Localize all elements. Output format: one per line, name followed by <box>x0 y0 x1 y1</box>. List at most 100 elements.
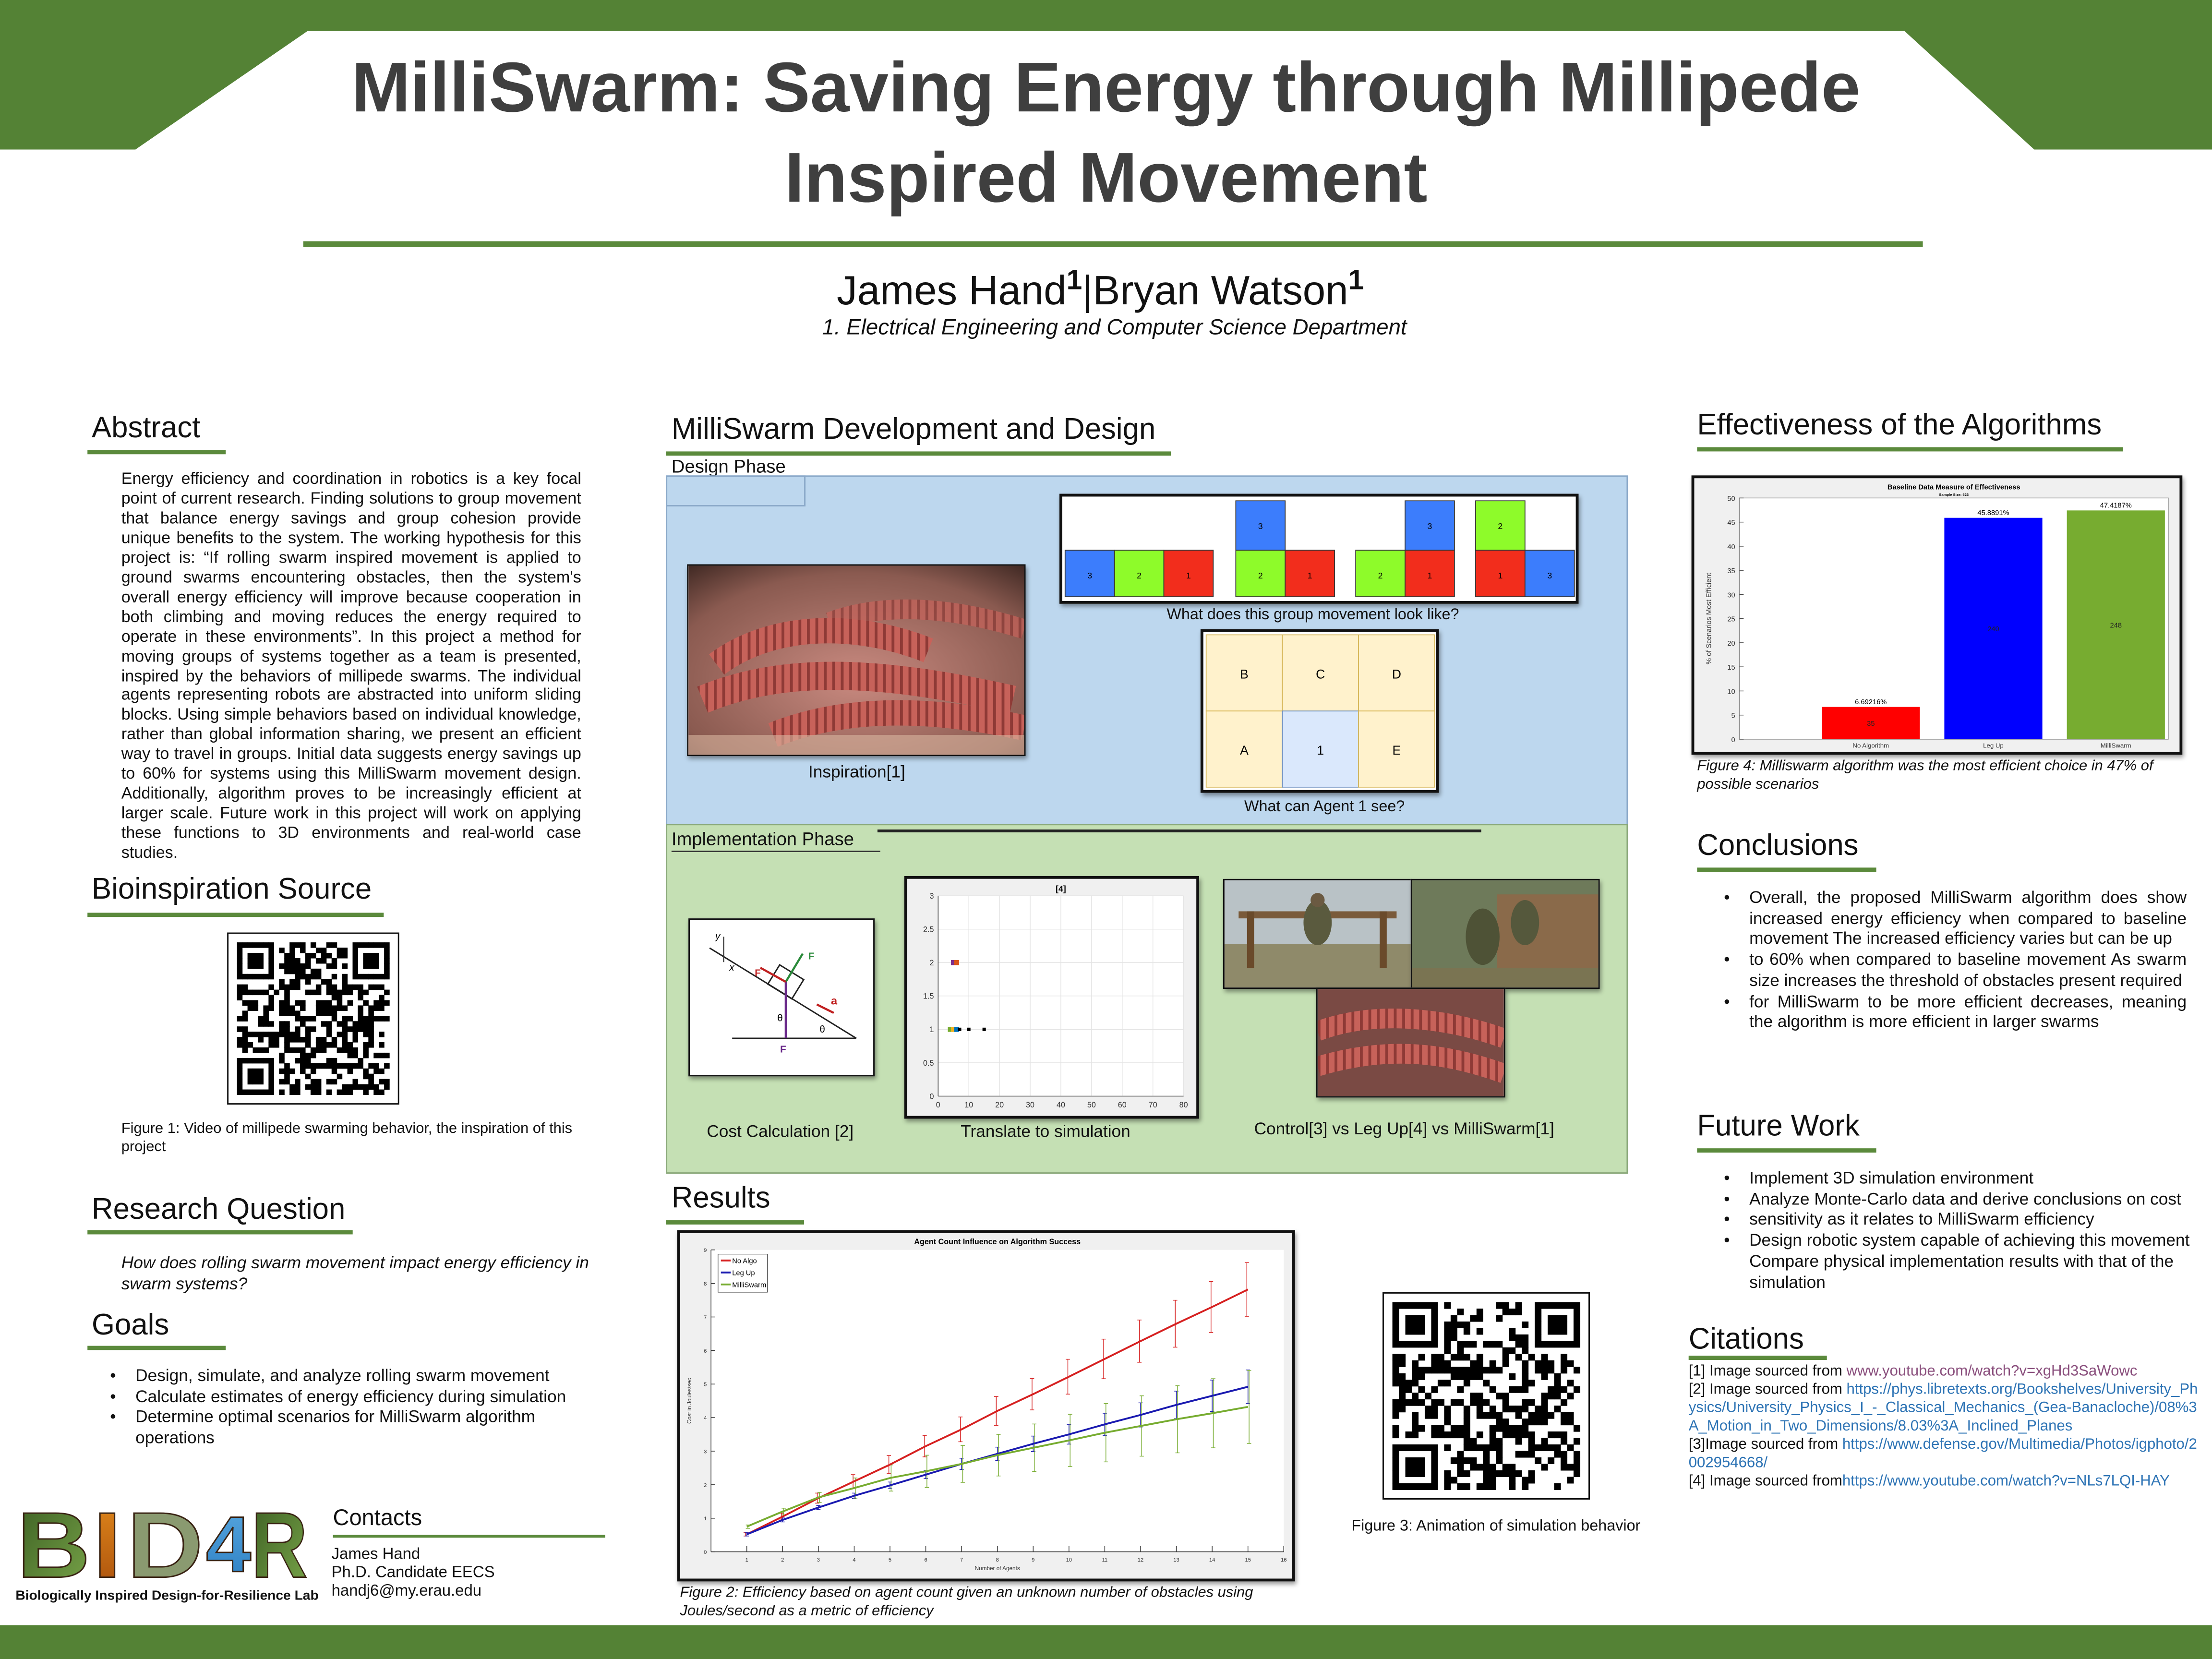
qr-module <box>247 1032 253 1037</box>
qr-module <box>363 942 369 948</box>
chart-title: Baseline Data Measure of Effectiveness <box>1887 484 2020 492</box>
qr-module <box>279 1079 285 1085</box>
qr-module <box>1554 1451 1561 1458</box>
qr-module <box>1476 1373 1483 1380</box>
qr-module <box>1489 1483 1496 1490</box>
qr-module <box>352 984 359 990</box>
qr-module <box>1457 1386 1464 1393</box>
vision-cell <box>1358 710 1435 788</box>
qr-module <box>1483 1464 1490 1471</box>
qr-module <box>1470 1360 1477 1367</box>
qr-module <box>1431 1483 1438 1490</box>
qr-module <box>368 1073 374 1080</box>
qr-module <box>1399 1360 1406 1367</box>
qr-module <box>258 1037 264 1043</box>
qr-module <box>1541 1444 1548 1452</box>
qr-module <box>310 968 316 974</box>
qr-module <box>1554 1373 1561 1380</box>
citation-link[interactable]: https://www.defense.gov/Multimedia/Photo… <box>1688 1436 2197 1472</box>
qr-module <box>1418 1464 1425 1471</box>
qr-module <box>342 979 348 985</box>
qr-code-icon[interactable] <box>227 932 399 1105</box>
qr-module <box>1573 1334 1581 1341</box>
qr-module <box>326 1010 332 1016</box>
agent-block <box>1285 550 1335 597</box>
effectiveness-heading: Effectiveness of the Algorithms <box>1697 409 2102 442</box>
qr-module <box>368 1032 374 1037</box>
qr-module <box>315 984 322 990</box>
x-tick-label: 20 <box>995 1101 1004 1109</box>
conclusions-list: Overall, the proposed MilliSwarm algorit… <box>1721 887 2187 1032</box>
qr-module <box>1502 1393 1509 1400</box>
qr-module <box>1392 1354 1399 1361</box>
implementation-label-underline <box>671 851 880 853</box>
acceleration-label: a <box>831 994 838 1007</box>
qr-module <box>1528 1380 1535 1387</box>
qr-module <box>1567 1380 1574 1387</box>
citation-link[interactable]: www.youtube.com/watch?v=xgHd3SaWowc <box>1846 1362 2138 1380</box>
qr-module <box>1554 1315 1561 1322</box>
qr-module <box>1392 1431 1399 1439</box>
qr-module <box>379 1079 385 1085</box>
qr-module <box>295 974 301 980</box>
qr-module <box>305 1063 311 1069</box>
qr-module <box>274 1037 279 1043</box>
y-tick-label: 5 <box>1731 712 1735 720</box>
qr-module <box>337 1089 343 1095</box>
qr-module <box>237 1037 243 1043</box>
qr-module <box>1502 1308 1509 1316</box>
qr-module <box>337 1047 343 1053</box>
affiliation-number: 1. <box>822 316 841 340</box>
qr-module <box>342 1021 348 1027</box>
qr-module <box>1522 1399 1529 1406</box>
qr-module <box>331 1063 337 1069</box>
qr-module <box>342 1063 348 1069</box>
qr-module <box>1528 1399 1535 1406</box>
qr-module <box>384 948 390 953</box>
block-movement-diagram: 3 2 1 2 1 3 2 1 3 1 3 2 <box>1059 493 1579 604</box>
qr-module <box>363 989 369 996</box>
bar <box>1944 517 2043 739</box>
contact-role: Ph.D. Candidate EECS <box>331 1564 495 1582</box>
qr-module <box>284 1037 290 1043</box>
qr-module <box>337 989 343 996</box>
qr-module <box>1412 1328 1419 1335</box>
qr-module <box>310 974 316 980</box>
qr-module <box>1509 1464 1516 1471</box>
qr-module <box>1483 1367 1490 1374</box>
citations-heading: Citations <box>1688 1323 1804 1356</box>
qr-module <box>268 1058 274 1064</box>
qr-code-icon[interactable] <box>1382 1292 1590 1500</box>
qr-module <box>1483 1380 1490 1387</box>
x-tick-label: 14 <box>1209 1557 1215 1563</box>
qr-module <box>358 1063 363 1069</box>
qr-module <box>1541 1399 1548 1406</box>
qr-module <box>1431 1399 1438 1406</box>
x-tick-label: 8 <box>996 1557 999 1563</box>
qr-module <box>1412 1419 1419 1426</box>
qr-module <box>237 1089 243 1095</box>
qr-module <box>368 958 374 964</box>
qr-module <box>279 1068 285 1074</box>
effectiveness-bar-chart: Baseline Data Measure of Effectiveness Sa… <box>1691 475 2183 755</box>
qr-module <box>305 1058 311 1064</box>
goals-list: Design, simulate, and analyze rolling sw… <box>107 1366 587 1447</box>
qr-module <box>295 1084 301 1090</box>
design-phase-tab-box <box>666 475 806 507</box>
qr-module <box>305 979 311 985</box>
qr-module <box>1561 1438 1568 1445</box>
qr-module <box>1457 1464 1464 1471</box>
citation-link[interactable]: https://www.youtube.com/watch?v=NLs7LQI-… <box>1842 1473 2170 1490</box>
contact-email[interactable]: handj6@my.erau.edu <box>331 1583 482 1600</box>
control-obstacle-photo <box>1223 878 1412 989</box>
citation-link[interactable]: https://phys.libretexts.org/Bookshelves/… <box>1688 1381 2198 1435</box>
qr-module <box>352 1079 359 1085</box>
qr-module <box>1496 1367 1503 1374</box>
qr-module <box>1515 1451 1522 1458</box>
y-tick-label: 0.5 <box>923 1059 934 1068</box>
logo-caption: Biologically Inspired Design-for-Resilie… <box>15 1588 319 1604</box>
qr-module <box>279 1032 285 1037</box>
qr-module <box>1463 1367 1470 1374</box>
qr-module <box>379 1016 385 1022</box>
qr-module <box>305 1052 311 1058</box>
